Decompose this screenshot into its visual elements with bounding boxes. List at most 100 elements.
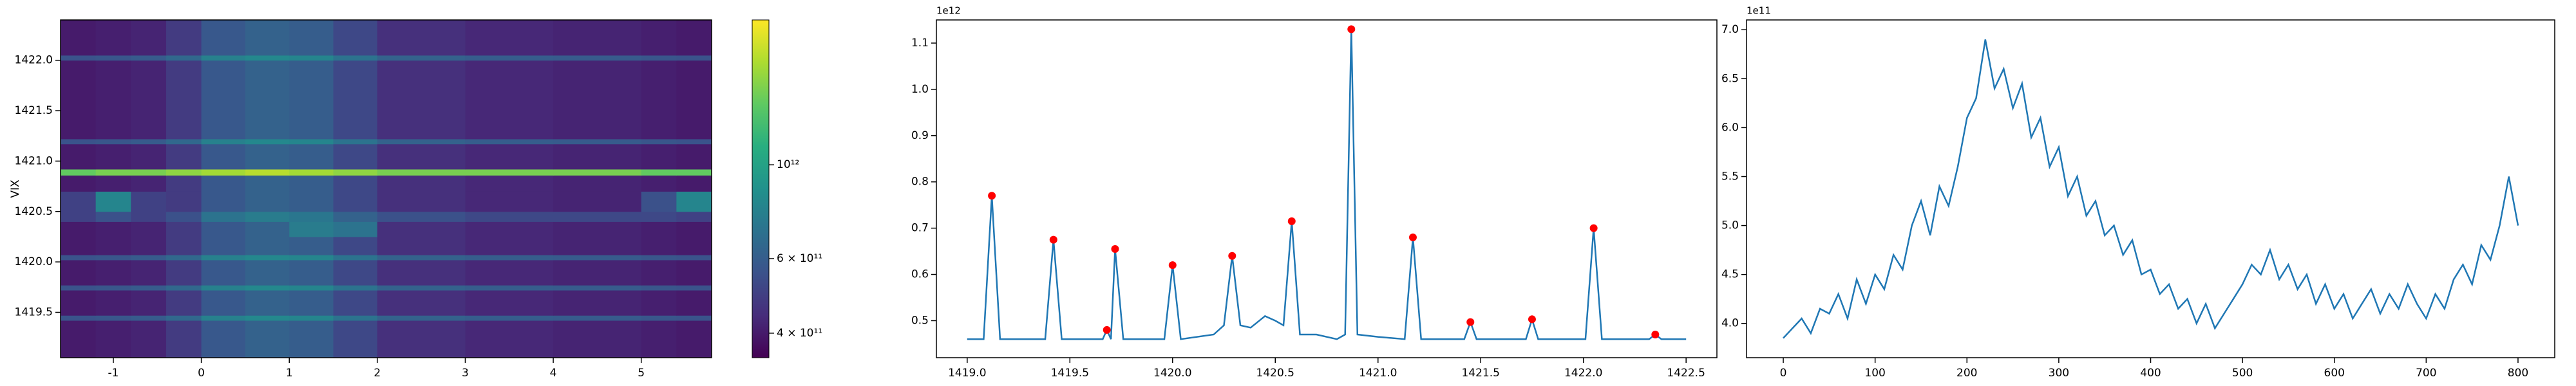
- heatmap-cell: [61, 20, 97, 56]
- heatmap-cell: [641, 20, 677, 56]
- heatmap-cell: [553, 315, 642, 321]
- heatmap-cell: [333, 138, 378, 145]
- heatmap-cell: [131, 20, 167, 56]
- x-tick-label: 600: [2324, 367, 2345, 380]
- heatmap-cell: [289, 285, 334, 291]
- y-tick-label: 6.5: [1721, 72, 1739, 85]
- heatmap-cell: [553, 55, 642, 61]
- heatmap-cell: [676, 255, 712, 261]
- heatmap-cell: [289, 143, 334, 170]
- y-tick-label: 0.5: [911, 314, 929, 327]
- heatmap-cell: [333, 315, 378, 321]
- heatmap-cell: [131, 285, 167, 291]
- peak-marker: [1651, 331, 1660, 339]
- y-tick-label: 5.5: [1721, 170, 1739, 183]
- heatmap-cell: [641, 55, 677, 61]
- heatmap-cell: [333, 285, 378, 291]
- heatmap-cell: [333, 221, 378, 237]
- heatmap-cell: [377, 191, 466, 212]
- x-tick-label: 700: [2416, 367, 2436, 380]
- heatmap-cell: [641, 143, 677, 170]
- heatmap-cell: [131, 221, 167, 237]
- heatmap-cell: [553, 191, 642, 212]
- heatmap-cell: [245, 20, 290, 56]
- x-tick-label: 100: [1864, 367, 1885, 380]
- heatmap-cell: [553, 20, 642, 56]
- heatmap-cell: [245, 191, 290, 212]
- y-tick-label: 1420.5: [15, 205, 53, 218]
- x-tick-label: 3: [462, 367, 469, 380]
- heatmap-cell: [245, 143, 290, 170]
- peak-marker: [1466, 318, 1475, 326]
- heatmap-cell: [465, 285, 554, 291]
- x-tick-label: 400: [2140, 367, 2161, 380]
- heatmap-cell: [245, 315, 290, 321]
- y-tick-label: 7.0: [1721, 23, 1739, 36]
- heatmap-cell: [553, 169, 642, 176]
- heatmap-cell: [289, 20, 334, 56]
- heatmap-cell: [166, 191, 202, 212]
- heatmap-cell: [676, 320, 712, 358]
- x-tick-label: 300: [2049, 367, 2069, 380]
- heatmap-cell: [61, 315, 97, 321]
- x-tick-label: 0: [1780, 367, 1787, 380]
- heatmap-cell: [245, 221, 290, 237]
- heatmap-cell: [245, 175, 290, 192]
- heatmap-cell: [333, 255, 378, 261]
- heatmap-cell: [641, 320, 677, 358]
- axes-frame: [936, 19, 1718, 358]
- heatmap-cell: [166, 138, 202, 145]
- heatmap-cell: [333, 55, 378, 61]
- heatmap-cell: [131, 315, 167, 321]
- heatmap-cell: [245, 285, 290, 291]
- heatmap-cell: [553, 290, 642, 316]
- heatmap-cell: [201, 221, 246, 237]
- heatmap-cell: [95, 169, 131, 176]
- heatmap-cell: [95, 143, 131, 170]
- heatmap-cell: [131, 255, 167, 261]
- heatmap-cell: [131, 259, 167, 286]
- x-tick-label: 1420.0: [1153, 367, 1191, 380]
- heatmap-cell: [201, 290, 246, 316]
- heatmap-cell: [131, 320, 167, 358]
- x-tick-label: 1422.5: [1667, 367, 1705, 380]
- heatmap-cell: [95, 191, 131, 212]
- heatmap-cell: [61, 236, 97, 255]
- colorbar-tick-label: 4 × 10¹¹: [777, 327, 822, 340]
- heatmap-cell: [201, 169, 246, 176]
- heatmap-cell: [166, 259, 202, 286]
- data-line: [967, 29, 1687, 340]
- heatmap-cell: [641, 60, 677, 140]
- heatmap-cell: [61, 175, 97, 192]
- x-tick-label: 1422.0: [1564, 367, 1602, 380]
- heatmap-cell: [201, 259, 246, 286]
- heatmap-cell: [95, 259, 131, 286]
- offset-label: 1e11: [1747, 5, 1771, 17]
- heatmap-cell: [95, 20, 131, 56]
- peak-marker: [1287, 217, 1296, 225]
- peak-marker: [1408, 234, 1417, 242]
- y-tick-label: 1419.5: [15, 306, 53, 318]
- x-tick-label: 500: [2232, 367, 2253, 380]
- heatmap-cell: [289, 290, 334, 316]
- heatmap-cell: [465, 60, 554, 140]
- heatmap-cell: [166, 211, 202, 222]
- heatmap-cell: [61, 143, 97, 170]
- heatmap-cell: [377, 290, 466, 316]
- y-tick-label: 4.0: [1721, 317, 1739, 330]
- heatmap-cell: [166, 55, 202, 61]
- heatmap-cell: [166, 285, 202, 291]
- heatmap-cell: [289, 221, 334, 237]
- heatmap-cell: [245, 236, 290, 255]
- heatmap-cell: [465, 191, 554, 212]
- heatmap-cell: [377, 285, 466, 291]
- heatmap-cell: [201, 55, 246, 61]
- heatmap-cell: [465, 169, 554, 176]
- x-tick-label: 4: [550, 367, 557, 380]
- x-tick-label: 200: [1956, 367, 1977, 380]
- heatmap-cell: [641, 290, 677, 316]
- colorbar-tick-label: 10¹²: [777, 158, 799, 171]
- heatmap-cell: [641, 211, 677, 222]
- heatmap-cell: [201, 60, 246, 140]
- heatmap-cell: [676, 221, 712, 237]
